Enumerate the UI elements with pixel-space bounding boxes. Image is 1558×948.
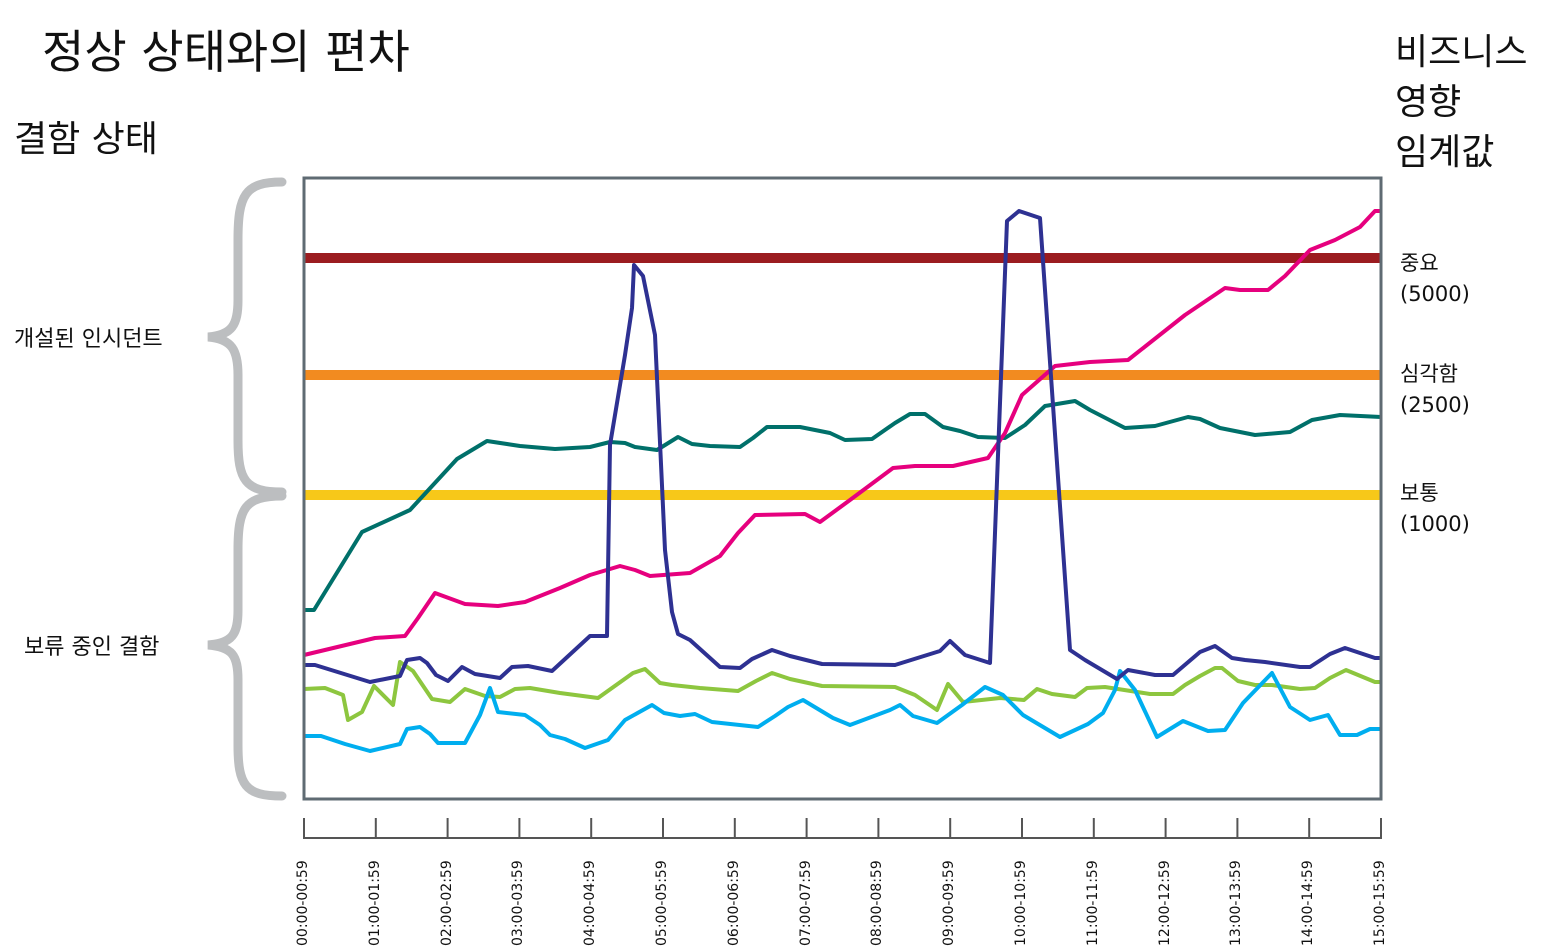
x-tick-label: 01:00-01:59 <box>366 860 383 946</box>
group-label-pending-defects: 보류 중인 결함 <box>24 635 160 660</box>
x-tick-label: 09:00-09:59 <box>941 860 958 946</box>
heading-line: 영향 <box>1395 82 1462 123</box>
x-tick-label: 07:00-07:59 <box>797 860 814 946</box>
x-tick-label: 02:00-02:59 <box>438 860 455 946</box>
group-label-open-incidents: 개설된 인시던트 <box>14 327 163 352</box>
threshold-label-moderate: 보통 (1000) <box>1400 478 1470 540</box>
plot-frame <box>302 176 1383 801</box>
x-tick-label: 06:00-06:59 <box>725 860 742 946</box>
threshold-label-severe: 심각함 (2500) <box>1400 359 1470 421</box>
page-title: 정상 상태와의 편차 <box>42 25 410 79</box>
threshold-name: 보통 <box>1400 481 1439 505</box>
x-tick-label: 05:00-05:59 <box>654 860 670 946</box>
fault-state-heading: 결함 상태 <box>14 119 158 160</box>
heading-line: 비즈니스 <box>1395 32 1528 73</box>
threshold-name: 중요 <box>1400 251 1439 275</box>
heading-line: 임계값 <box>1395 132 1495 173</box>
series-line-green <box>303 660 1381 722</box>
x-tick-label: 10:00-10:59 <box>1013 860 1029 946</box>
x-tick-label: 00:00-00:59 <box>295 860 311 946</box>
threshold-value: (2500) <box>1400 393 1470 417</box>
x-tick-label: 08:00-08:59 <box>869 860 886 946</box>
x-tick-label: 12:00-12:59 <box>1156 860 1173 946</box>
x-tick-label: 04:00-04:59 <box>582 860 599 946</box>
business-impact-threshold-heading: 비즈니스 영향 임계값 <box>1395 28 1527 178</box>
x-tick-label: 14:00-14:59 <box>1300 860 1317 946</box>
x-tick-label: 15:00-15:59 <box>1372 860 1388 946</box>
threshold-value: (5000) <box>1400 282 1470 306</box>
threshold-name: 심각함 <box>1400 362 1458 386</box>
series-line-pink <box>303 209 1381 657</box>
x-tick-label: 03:00-03:59 <box>510 860 527 946</box>
threshold-value: (1000) <box>1400 512 1470 536</box>
threshold-label-critical: 중요 (5000) <box>1400 248 1470 310</box>
series-line-blue <box>304 669 1381 753</box>
x-tick-label: 13:00-13:59 <box>1228 860 1245 946</box>
x-tick-label: 11:00-11:59 <box>1084 860 1101 946</box>
series-line-teal <box>304 399 1382 612</box>
brace-open-incidents <box>207 177 287 497</box>
brace-pending-defects <box>207 491 287 801</box>
series-line-navy <box>304 209 1381 684</box>
